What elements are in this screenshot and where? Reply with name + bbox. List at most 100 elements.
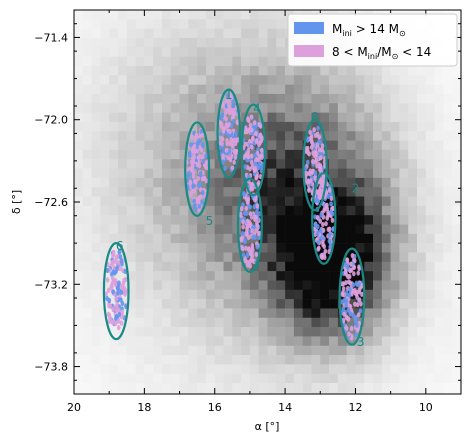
density-cell — [399, 243, 409, 253]
density-cell — [425, 205, 435, 216]
density-cell — [126, 140, 136, 151]
density-cell — [144, 196, 154, 207]
density-cell — [425, 261, 435, 272]
density-cell — [399, 289, 409, 300]
density-cell — [267, 47, 277, 57]
star-point-intermediate — [260, 147, 264, 154]
y-tick-label: −73.8 — [34, 361, 68, 374]
density-cell — [144, 345, 154, 356]
density-histogram — [74, 10, 461, 394]
density-cell — [302, 243, 312, 253]
density-cell — [74, 205, 84, 216]
density-cell — [179, 140, 189, 151]
density-cell — [443, 345, 453, 356]
star-point-intermediate — [224, 116, 228, 122]
density-cell — [373, 252, 383, 263]
density-cell — [249, 383, 260, 393]
density-cell — [443, 383, 453, 393]
density-cell — [126, 10, 136, 20]
density-cell — [109, 308, 119, 319]
density-cell — [100, 383, 110, 393]
density-cell — [109, 233, 119, 244]
density-cell — [390, 317, 400, 328]
density-cell — [179, 103, 189, 113]
density-cell — [452, 364, 461, 375]
density-cell — [91, 37, 101, 48]
density-cell — [74, 140, 84, 151]
density-cell — [232, 75, 242, 85]
density-cell — [417, 252, 427, 263]
density-cell — [452, 224, 461, 235]
density-cell — [258, 103, 268, 113]
density-cell — [170, 149, 180, 160]
density-cell — [232, 383, 242, 393]
density-cell — [144, 177, 154, 188]
density-cell — [214, 65, 224, 76]
density-cell — [135, 261, 145, 272]
star-point-intermediate — [239, 205, 244, 212]
density-cell — [205, 364, 216, 375]
density-cell — [100, 355, 110, 365]
density-cell — [337, 75, 347, 85]
density-cell — [197, 84, 207, 95]
density-cell — [390, 224, 400, 235]
density-cell — [179, 252, 189, 263]
density-cell — [117, 261, 128, 272]
density-cell — [346, 93, 356, 104]
density-cell — [364, 205, 374, 216]
density-cell — [170, 19, 180, 29]
star-point-intermediate — [317, 134, 322, 140]
density-cell — [205, 392, 216, 394]
density-cell — [161, 373, 172, 384]
density-cell — [452, 317, 461, 328]
density-cell — [170, 345, 180, 356]
density-cell — [144, 121, 154, 132]
density-cell — [153, 205, 163, 216]
density-cell — [161, 243, 172, 253]
density-cell — [258, 355, 268, 365]
density-cell — [355, 215, 365, 225]
density-cell — [179, 308, 189, 319]
density-cell — [179, 37, 189, 48]
region-circle-2 — [311, 172, 337, 265]
density-cell — [417, 131, 427, 141]
star-point-massive — [105, 295, 109, 302]
density-cell — [346, 103, 356, 113]
density-cell — [320, 289, 330, 300]
density-cell — [408, 252, 418, 263]
density-cell — [329, 308, 339, 319]
star-point-massive — [116, 290, 120, 296]
density-cell — [144, 252, 154, 263]
density-cell — [161, 47, 172, 57]
density-cell — [302, 252, 312, 263]
star-point-intermediate — [250, 164, 255, 170]
density-cell — [91, 243, 101, 253]
density-cell — [161, 224, 172, 235]
density-cell — [232, 299, 242, 309]
density-cell — [100, 243, 110, 253]
density-cell — [100, 131, 110, 141]
region-circle-1 — [216, 88, 242, 179]
density-cell — [452, 215, 461, 225]
density-cell — [311, 65, 321, 76]
density-cell — [232, 93, 242, 104]
density-cell — [205, 47, 216, 57]
density-cell — [293, 131, 303, 141]
density-cell — [91, 19, 101, 29]
density-cell — [425, 243, 435, 253]
star-point-intermediate — [311, 158, 315, 165]
density-cell — [241, 261, 251, 272]
density-cell — [74, 364, 84, 375]
density-cell — [214, 336, 224, 347]
density-cell — [425, 177, 435, 188]
density-cell — [293, 280, 303, 291]
density-cell — [223, 37, 233, 48]
density-cell — [91, 364, 101, 375]
star-point-massive — [201, 158, 206, 164]
density-cell — [285, 233, 295, 244]
star-point-intermediate — [232, 149, 237, 156]
density-cell — [425, 196, 435, 207]
star-point-intermediate — [114, 296, 119, 302]
density-cell — [434, 383, 444, 393]
star-point-intermediate — [110, 275, 115, 281]
